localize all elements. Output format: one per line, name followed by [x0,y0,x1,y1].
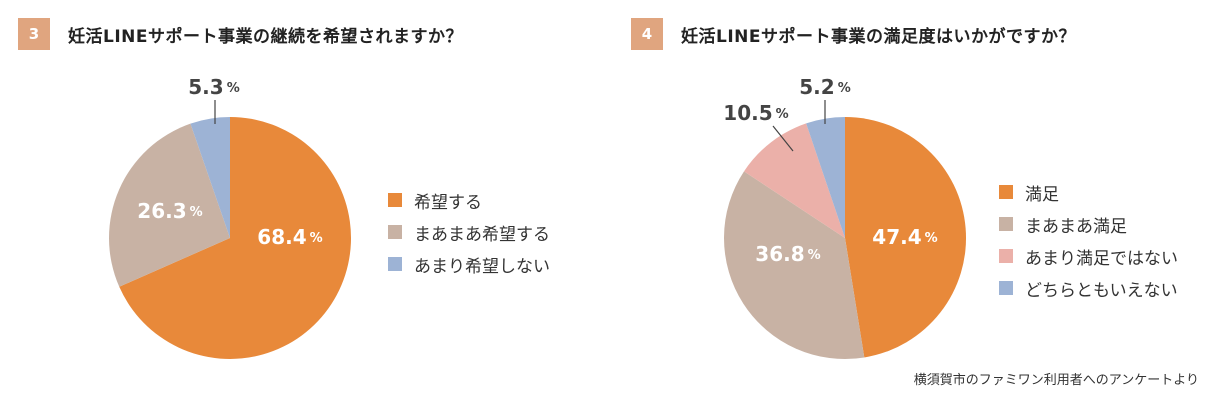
label-leader-line [772,125,794,152]
data-label: 68.4% [257,225,322,249]
legend-item: まあまあ希望する [388,216,550,248]
chart-panel-q4: 4 妊活LINEサポート事業の満足度はいかがですか？ 47.4% 36.8% 10.… [613,0,1213,400]
pie-slice [723,171,865,360]
question-number-badge: 4 [631,18,663,50]
chart-title: 妊活LINEサポート事業の継続を希望されますか？ [68,26,463,47]
pie-slice [806,117,845,238]
data-label: 5.2% [799,75,850,99]
legend-label: どちらともいえない [1025,280,1178,301]
legend-item: あまり希望しない [388,248,550,280]
pie-slice [119,117,352,360]
pie-slice [190,117,230,238]
legend-item: まあまあ満足 [999,208,1178,240]
data-label: 10.5% [723,101,788,125]
legend-item: どちらともいえない [999,272,1178,304]
legend-swatch [999,217,1013,231]
chart-title: 妊活LINEサポート事業の満足度はいかがですか？ [681,26,1076,47]
question-number-badge: 3 [18,18,50,50]
legend-label: あまり満足ではない [1025,248,1178,269]
pie-slice [744,123,845,238]
legend-label: まあまあ希望する [414,224,550,245]
legend-label: まあまあ満足 [1025,216,1127,237]
legend-swatch [999,281,1013,295]
data-label: 47.4% [872,225,937,249]
data-label: 5.3% [188,75,239,99]
legend-swatch [999,185,1013,199]
chart-panel-q3: 3 妊活LINEサポート事業の継続を希望されますか？ 68.4% 26.3% 5.3… [0,0,600,400]
legend-item: 満足 [999,176,1178,208]
source-footnote: 横須賀市のファミワン利用者へのアンケートより [913,373,1199,388]
question-header: 4 妊活LINEサポート事業の満足度はいかがですか？ [631,18,1076,50]
legend-item: 希望する [388,184,550,216]
pie-slice [109,123,230,287]
legend-swatch [999,249,1013,263]
legend-label: 希望する [414,192,482,213]
legend: 満足まあまあ満足あまり満足ではない どちらともいえない [999,176,1178,304]
legend-item: あまり満足ではない [999,240,1178,272]
legend-swatch [388,225,402,239]
legend-label: 満足 [1025,184,1059,205]
pie-slice [845,116,967,358]
pie-chart: 47.4 % 36.8 % 10.5 % 5.2% [723,75,967,360]
question-header: 3 妊活LINEサポート事業の継続を希望されますか？ [18,18,463,50]
pie-chart: 68.4 % 26.3 % 5.3% [109,75,352,360]
data-label: 36.8% [755,242,820,266]
legend-swatch [388,257,402,271]
data-label: 26.3% [137,199,202,223]
legend: 希望するまあまあ希望する あまり希望しない [388,184,550,280]
legend-label: あまり希望しない [414,256,550,277]
legend-swatch [388,193,402,207]
